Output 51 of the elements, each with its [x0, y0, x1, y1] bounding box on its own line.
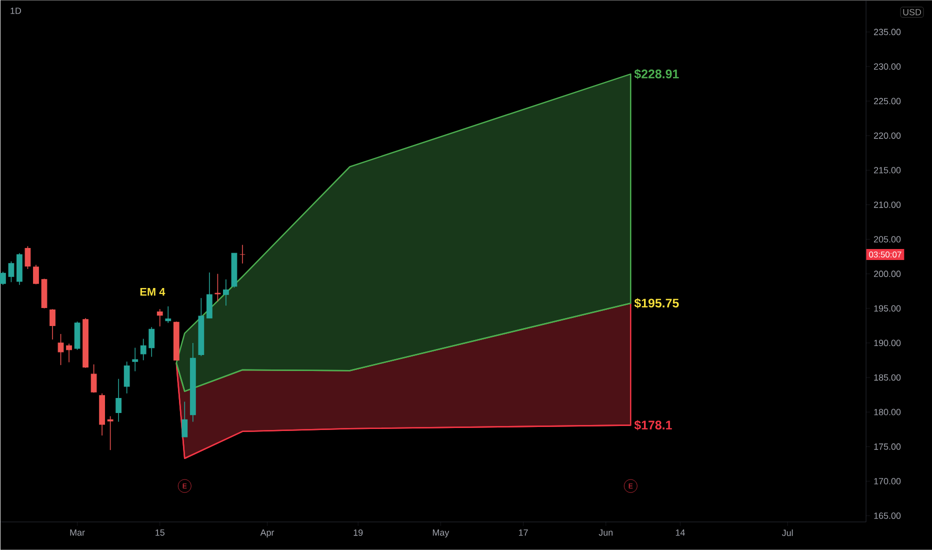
annotation: $228.91: [634, 69, 679, 80]
candlestick: [8, 261, 14, 283]
y-tick-label: 175.00: [874, 443, 901, 450]
candlestick: [132, 347, 138, 372]
x-tick-label: May: [432, 529, 450, 538]
y-tick-label: 220.00: [874, 132, 901, 139]
y-tick-label: 185.00: [874, 374, 901, 381]
y-tick-label: 180.00: [874, 408, 901, 416]
y-tick-label: 200.00: [874, 270, 901, 278]
x-tick-label: Jul: [782, 529, 793, 536]
candlestick: [124, 361, 130, 394]
candlestick: [107, 416, 114, 450]
y-tick-label: 230.00: [874, 63, 901, 70]
candlestick: [24, 246, 31, 270]
candlestick: [0, 271, 6, 286]
candlestick: [182, 401, 188, 438]
candlestick: [165, 306, 172, 324]
x-tick-label: 15: [156, 529, 164, 536]
y-tick-label: 205.00: [874, 236, 901, 243]
y-tick-label: 165.00: [874, 512, 901, 519]
annotation: $178.1: [634, 420, 672, 430]
candlestick: [58, 334, 64, 366]
y-tick-label: 190.00: [874, 340, 901, 346]
candlestick: [50, 308, 56, 340]
annotation: $195.75: [634, 298, 679, 308]
candlestick: [140, 338, 146, 361]
x-tick-label: Apr: [260, 529, 274, 538]
candlestick: [240, 244, 246, 264]
text: 1D: [10, 8, 22, 14]
y-tick-label: 215.00: [874, 167, 901, 174]
x-tick-label: Mar: [70, 529, 85, 536]
candlestick: [156, 308, 163, 327]
x-tick-label: 17: [518, 529, 528, 536]
y-tick-label: 170.00: [874, 478, 901, 484]
candlestick: [33, 264, 39, 285]
candlestick: [90, 364, 97, 394]
candlestick: [148, 326, 155, 358]
x-tick-label: Jun: [598, 529, 613, 536]
candlestick: [223, 279, 229, 306]
candlestick: [206, 272, 212, 319]
y-tick-label: 225.00: [874, 98, 901, 104]
x-tick-label: 14: [676, 529, 685, 536]
candlestick: [66, 343, 72, 363]
y-tick-label: 235.00: [874, 28, 901, 36]
annotation: EM 4: [140, 288, 166, 296]
y-tick-label: 210.00: [874, 202, 901, 208]
candlestick: [116, 378, 122, 422]
y-tick-label: 195.00: [874, 305, 901, 312]
text: USD: [903, 9, 922, 16]
x-tick-label: 19: [354, 529, 363, 536]
text: 03:50:07: [869, 252, 902, 258]
